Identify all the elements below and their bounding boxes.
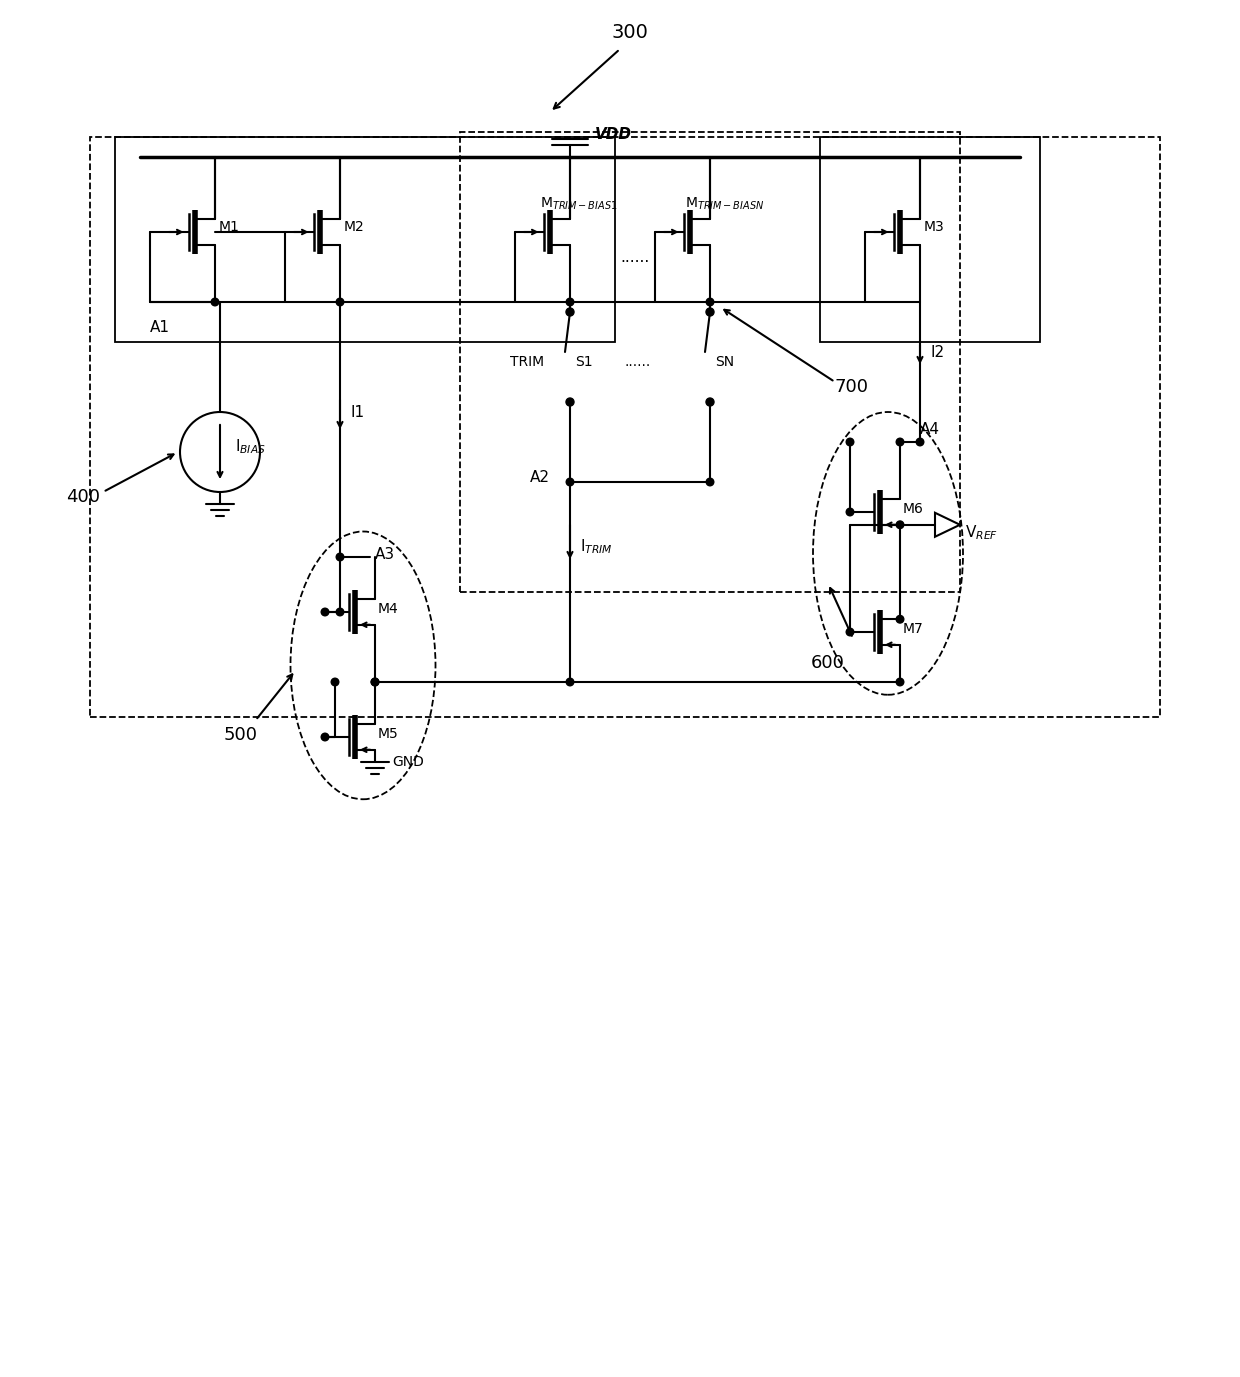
Circle shape (567, 679, 574, 686)
Text: I2: I2 (930, 344, 944, 359)
Text: 500: 500 (223, 727, 258, 745)
Text: M1: M1 (219, 220, 239, 234)
Text: A3: A3 (374, 547, 396, 562)
Circle shape (897, 616, 904, 622)
Text: A1: A1 (150, 319, 170, 335)
Circle shape (846, 508, 854, 516)
Circle shape (336, 299, 343, 306)
Text: M$_{TRIM-BIAS1}$: M$_{TRIM-BIAS1}$ (539, 196, 618, 212)
Text: I$_{BIAS}$: I$_{BIAS}$ (236, 438, 265, 456)
Circle shape (897, 438, 904, 446)
Circle shape (897, 679, 904, 686)
Text: M$_{TRIM-BIASN}$: M$_{TRIM-BIASN}$ (684, 196, 764, 212)
Bar (820, 136, 1040, 341)
Text: I$_{TRIM}$: I$_{TRIM}$ (580, 537, 613, 556)
Text: ......: ...... (625, 355, 651, 369)
Text: A2: A2 (529, 470, 551, 485)
Text: 300: 300 (611, 23, 649, 43)
Circle shape (371, 679, 378, 686)
Circle shape (707, 478, 714, 486)
Circle shape (897, 521, 904, 529)
Circle shape (565, 398, 574, 406)
Circle shape (336, 554, 343, 560)
Text: S1: S1 (575, 355, 593, 369)
Text: A4: A4 (920, 421, 940, 437)
Text: M3: M3 (924, 220, 945, 234)
Text: M5: M5 (378, 727, 399, 741)
Circle shape (846, 438, 854, 446)
Circle shape (567, 299, 574, 306)
Text: SN: SN (715, 355, 734, 369)
Circle shape (567, 478, 574, 486)
Text: I1: I1 (350, 405, 365, 420)
Bar (460, 132, 960, 592)
Bar (115, 136, 615, 341)
Text: 700: 700 (835, 379, 869, 397)
Text: VDD: VDD (595, 127, 632, 142)
Circle shape (706, 308, 714, 315)
Circle shape (321, 609, 329, 616)
Circle shape (331, 679, 339, 686)
Text: ......: ...... (620, 249, 650, 264)
Circle shape (565, 308, 574, 315)
Bar (91, 136, 1159, 717)
Text: TRIM: TRIM (510, 355, 544, 369)
Text: M6: M6 (903, 503, 924, 516)
Circle shape (211, 299, 218, 306)
Text: M2: M2 (343, 220, 365, 234)
Circle shape (321, 733, 329, 741)
Circle shape (371, 679, 378, 686)
Text: 600: 600 (811, 654, 844, 672)
Text: 400: 400 (66, 487, 100, 505)
Circle shape (846, 628, 854, 636)
Circle shape (706, 398, 714, 406)
Circle shape (916, 438, 924, 446)
Circle shape (707, 299, 714, 306)
Text: V$_{REF}$: V$_{REF}$ (965, 523, 998, 543)
Text: M7: M7 (903, 622, 924, 636)
Text: GND: GND (392, 755, 424, 768)
Circle shape (336, 609, 343, 616)
Text: M4: M4 (378, 602, 399, 616)
